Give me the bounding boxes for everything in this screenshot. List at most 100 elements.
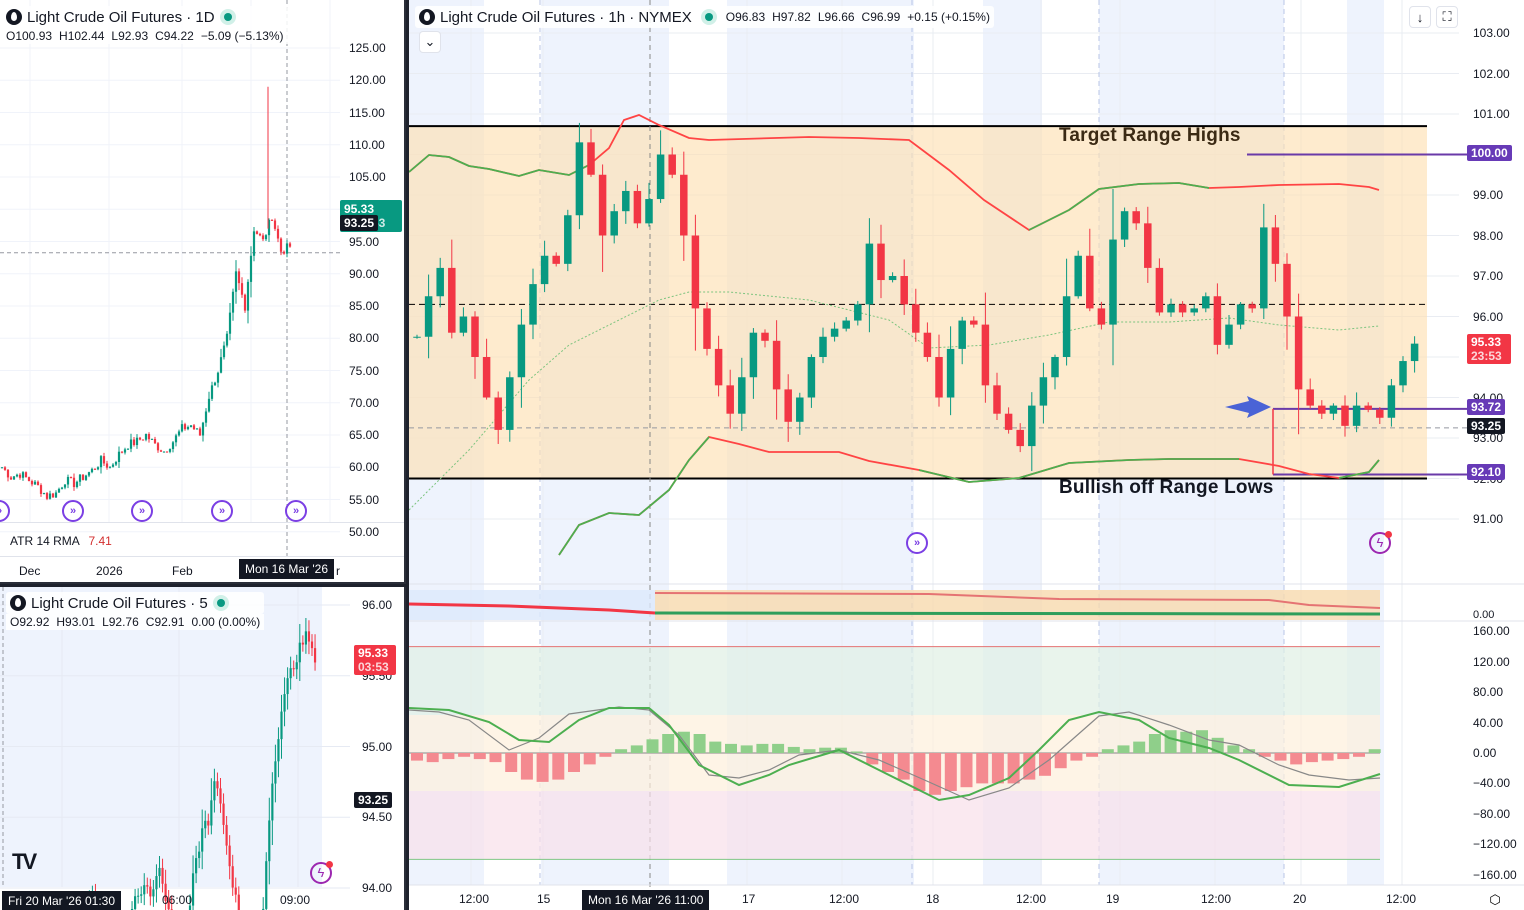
time-label: Dec: [19, 564, 41, 578]
tradingview-logo[interactable]: TV: [12, 849, 37, 874]
fullscreen-button[interactable]: ⛶: [1436, 6, 1458, 28]
price-axis-label: 91.00: [1473, 512, 1504, 526]
time-label: 12:00: [1386, 892, 1417, 906]
market-open-icon: [219, 9, 236, 25]
ohlc-change: 0.00 (0.00%): [191, 615, 261, 629]
five-minute-chart-pane[interactable]: Light Crude Oil Futures · 5 O92.92 H93.0…: [0, 587, 406, 910]
hourly-ohlc: O96.83 H97.82 L96.66 C96.99 +0.15 (+0.15…: [726, 10, 990, 24]
five-minute-ohlc: O92.92 H93.01 L92.76 C92.91 0.00 (0.00%): [6, 614, 265, 630]
five-minute-chart-canvas[interactable]: [0, 587, 406, 910]
time-label: 09:00: [280, 893, 311, 907]
ohlc-open: O92.92: [10, 615, 50, 629]
entry-level-tag: 93.72: [1467, 399, 1506, 415]
ohlc-low: L96.66: [817, 10, 855, 24]
five-minute-last-price-tag: 95.33 03:53: [354, 645, 396, 675]
daily-title[interactable]: Light Crude Oil Futures · 1D: [27, 8, 215, 26]
price-axis-label: 95.00: [349, 234, 380, 249]
daily-chart-canvas[interactable]: [0, 0, 406, 584]
indicator-divider: [0, 522, 404, 523]
market-open-icon: [212, 595, 229, 611]
replay-icon[interactable]: »: [131, 500, 153, 522]
time-label: Feb: [172, 564, 193, 578]
price-axis-label: −80.00: [1473, 806, 1511, 821]
hourly-chart-canvas[interactable]: [409, 0, 1524, 910]
time-axis-divider: [0, 556, 404, 557]
replay-icon[interactable]: »: [211, 500, 233, 522]
annotation-bullish-off-range-lows[interactable]: Bullish off Range Lows: [1059, 477, 1274, 498]
chevron-down-icon: ⌄: [424, 34, 436, 49]
time-label: 19: [1106, 892, 1120, 906]
price-axis-label: 94.00: [362, 881, 393, 895]
replay-icon[interactable]: »: [906, 532, 928, 554]
price-axis-label: 97.00: [1473, 269, 1504, 283]
price-axis-label: 0.00: [1473, 746, 1497, 760]
price-axis-label: 65.00: [349, 428, 380, 442]
time-label: 17: [742, 892, 756, 906]
price-axis-label: 110.00: [349, 137, 385, 152]
time-label: 2026: [96, 564, 123, 578]
ohlc-high: H102.44: [59, 29, 105, 43]
hourly-title[interactable]: Light Crude Oil Futures · 1h · NYMEX: [440, 8, 692, 26]
time-label: 12:00: [1016, 892, 1047, 906]
five-minute-title[interactable]: Light Crude Oil Futures · 5: [31, 594, 208, 612]
alert-bolt-icon[interactable]: ϟ: [310, 861, 333, 884]
time-label: 12:00: [1201, 892, 1232, 906]
time-label: 12:00: [459, 892, 490, 906]
chart-settings-icon[interactable]: ⬡: [1489, 892, 1501, 907]
collapse-legend-button[interactable]: ⌄: [419, 31, 441, 53]
daily-chart-pane[interactable]: Light Crude Oil Futures · 1D O100.93 H10…: [0, 0, 406, 584]
price-axis-label: −160.00: [1473, 867, 1517, 882]
ohlc-open: O100.93: [6, 29, 53, 43]
price-axis-label: 101.00: [1473, 107, 1510, 121]
ohlc-close: C96.99: [861, 10, 901, 24]
replay-icon[interactable]: »: [285, 500, 307, 522]
hourly-last-price-tag: 95.33 23:53: [1467, 334, 1511, 364]
five-minute-crosshair-time-tag: Fri 20 Mar '26 01:30: [2, 891, 122, 910]
oil-drop-icon: [10, 595, 26, 611]
price-axis-label: 160.00: [1473, 624, 1510, 639]
daily-crosshair-time-tag: Mon 16 Mar '26: [239, 559, 334, 579]
price-axis-label: 40.00: [1473, 715, 1504, 730]
price-axis-label: 120.00: [349, 73, 386, 88]
scroll-to-latest-button[interactable]: ↓: [1409, 6, 1431, 28]
alert-bolt-icon[interactable]: ϟ: [1369, 531, 1392, 554]
hourly-crosshair-price-tag: 93.25: [1467, 418, 1506, 434]
price-axis-label: 75.00: [349, 363, 380, 378]
ohlc-close: C94.22: [155, 29, 194, 43]
price-axis-label: 96.00: [1473, 309, 1504, 324]
target-level-tag: 100.00: [1467, 145, 1512, 161]
hourly-chart-pane[interactable]: Light Crude Oil Futures · 1h · NYMEX O96…: [409, 0, 1524, 910]
replay-icon[interactable]: »: [62, 500, 84, 522]
annotation-target-range-highs[interactable]: Target Range Highs: [1059, 125, 1241, 146]
price-axis-label: 80.00: [349, 331, 380, 346]
time-label: 12:00: [829, 892, 860, 906]
ohlc-low: L92.76: [102, 615, 139, 629]
price-axis-label: 105.00: [349, 170, 386, 184]
ohlc-high: H97.82: [772, 10, 811, 24]
price-axis-label: 50.00: [349, 524, 380, 539]
time-label: r: [336, 564, 340, 578]
price-axis-label: 90.00: [349, 266, 380, 281]
atr-label: ATR 14 RMA: [10, 534, 80, 548]
price-axis-label: 85.00: [349, 299, 380, 313]
atr-value: 7.41: [88, 534, 112, 548]
price-axis-label: 120.00: [1473, 654, 1510, 669]
price-axis-label: −120.00: [1473, 837, 1517, 852]
hourly-legend: Light Crude Oil Futures · 1h · NYMEX O96…: [415, 6, 994, 28]
daily-crosshair-price-tag: 93.25: [340, 215, 379, 231]
price-axis-label: 60.00: [349, 460, 380, 475]
price-axis-label: 102.00: [1473, 66, 1510, 81]
oil-drop-icon: [6, 9, 22, 25]
time-label: 18: [926, 892, 940, 906]
ohlc-change: +0.15 (+0.15%): [907, 10, 990, 24]
price-axis-label: −40.00: [1473, 776, 1511, 791]
ohlc-high: H93.01: [56, 615, 96, 629]
time-label: 06:00: [162, 893, 193, 907]
price-axis-label: 125.00: [349, 41, 386, 55]
oscillator-upper-axis-label: 0.00: [1473, 609, 1495, 621]
five-minute-legend: Light Crude Oil Futures · 5 O92.92 H93.0…: [6, 592, 265, 630]
time-label: 15: [537, 892, 551, 906]
daily-ohlc: O100.93 H102.44 L92.93 C94.22 −5.09 (−5.…: [2, 28, 288, 44]
price-axis-label: 55.00: [349, 492, 380, 507]
atr-legend: ATR 14 RMA 7.41: [10, 534, 112, 548]
